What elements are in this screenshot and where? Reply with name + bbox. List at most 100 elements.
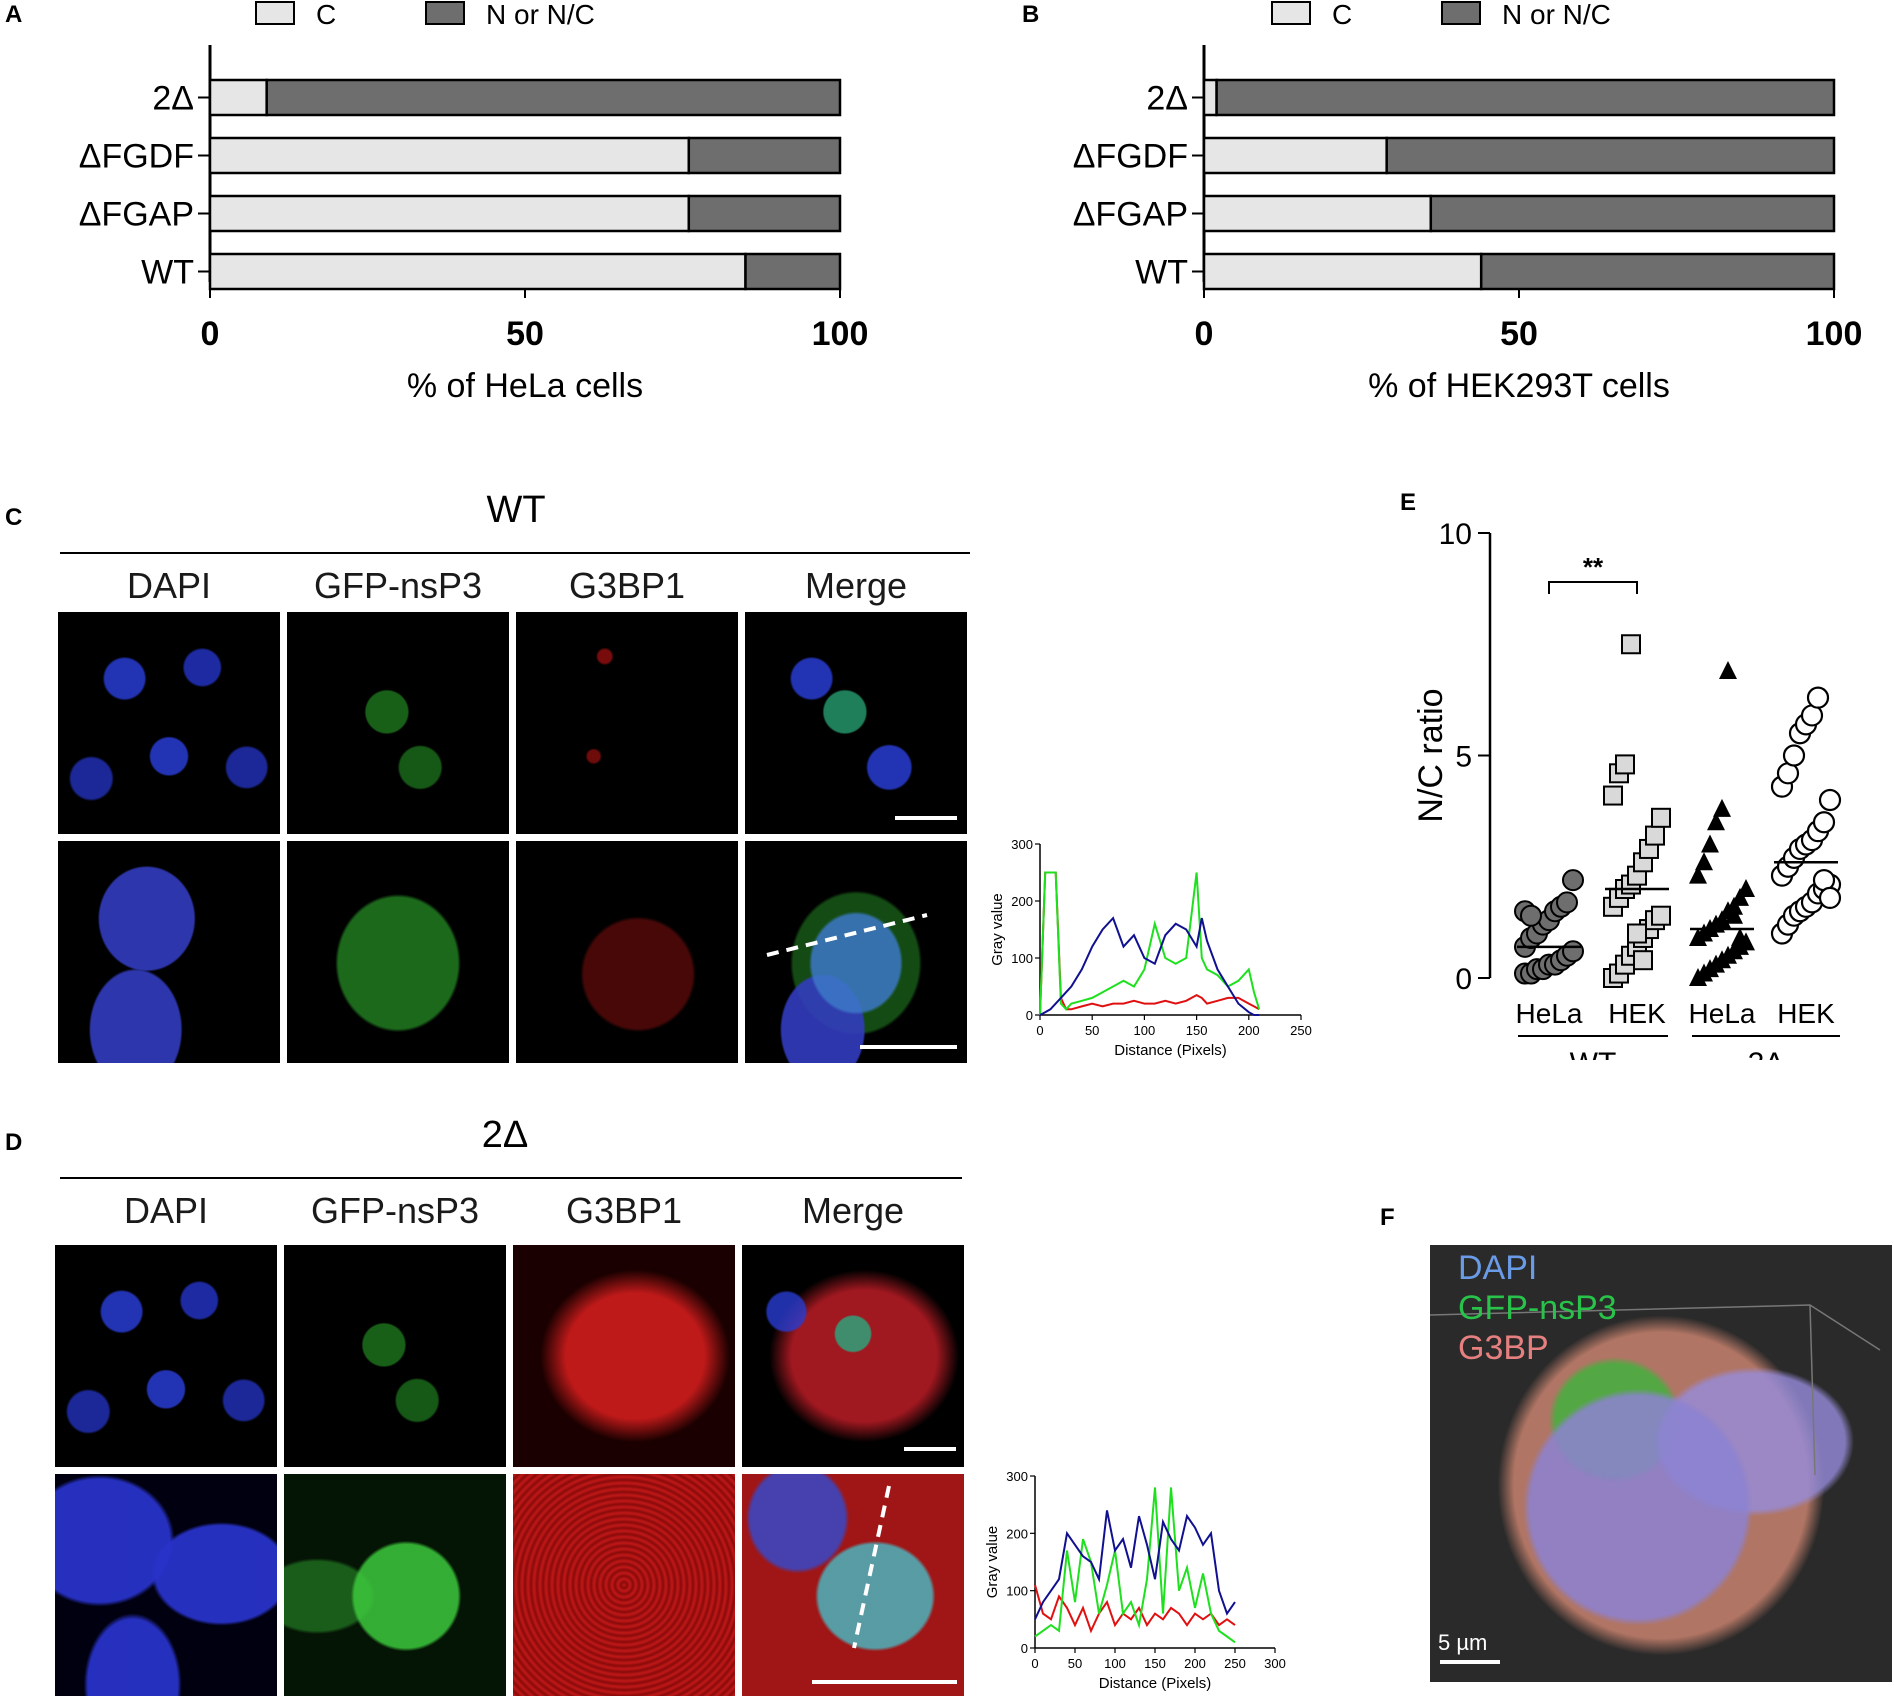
panel-d-col-g3bp1: G3BP1 (565, 1190, 683, 1231)
data-point (1633, 950, 1653, 971)
group-label-2d: 2Δ (1748, 1047, 1785, 1060)
chart-d-profile: 0 100 200 300 0 50 100 150 200 250 300 Distance (Pi… (984, 1469, 1286, 1692)
data-point (1713, 798, 1731, 817)
x-tick-label: HEK (1777, 998, 1835, 1029)
scale-bar (1440, 1660, 1500, 1664)
panel-d-gfp-zoom (284, 1474, 506, 1696)
x-tick-label: 100 (1134, 1023, 1156, 1038)
y-tick-label: WT (1135, 254, 1188, 292)
chart-c-profile: 0 100 200 300 0 50 100 150 200 250 Distance (Pixel… (989, 837, 1312, 1059)
data-point (1719, 660, 1737, 679)
bar-segment-c (1202, 252, 1483, 291)
panel-d-column-labels: DAPI GFP-nsP3 G3BP1 Merge (0, 1190, 1000, 1235)
x-axis-title: % of HeLa cells (407, 367, 643, 405)
panel-d-merge-zoom (742, 1474, 964, 1696)
line-profile-path (766, 913, 928, 957)
data-point (1562, 940, 1584, 963)
panel-d-g3bp1-zoom (513, 1474, 735, 1696)
panel-d-g3bp1-overview (513, 1245, 735, 1467)
panel-c-g3bp1-overview (516, 612, 738, 834)
panel-c-gfp-overview (287, 612, 509, 834)
panel-letter-a: A (5, 1, 22, 28)
y-tick-label: 0 (1026, 1008, 1033, 1023)
y-tick-label: 5 (1455, 741, 1472, 774)
panel-d-title: 2Δ (482, 1114, 529, 1156)
y-tick-label: 100 (1006, 1584, 1028, 1599)
panel-d-merge-overview (742, 1245, 964, 1467)
x-tick-label: 100 (1806, 315, 1863, 353)
panel-c-col-merge: Merge (804, 565, 908, 606)
panel-c-gfp-zoom (287, 841, 509, 1063)
data-point (1818, 886, 1842, 909)
x-tick-label: 50 (1500, 315, 1538, 353)
panel-c-col-dapi: DAPI (126, 565, 212, 606)
scale-bar (812, 1680, 957, 1684)
data-point (1731, 927, 1749, 946)
data-point (1812, 811, 1836, 834)
bar-segment-n (687, 194, 842, 233)
x-tick-label: 250 (1224, 1656, 1246, 1671)
x-axis-title: % of HEK293T cells (1368, 367, 1670, 405)
x-tick-label: 50 (1068, 1656, 1082, 1671)
legend-g3bp-label: G3BP (1458, 1329, 1549, 1367)
x-tick-label: 150 (1186, 1023, 1208, 1038)
bar-segment-n (1215, 78, 1836, 117)
x-tick-label: 300 (1264, 1656, 1286, 1671)
bar-segment-c (208, 252, 747, 291)
panel-c-col-gfp: GFP-nsP3 (313, 565, 483, 606)
y-tick-label: 300 (1011, 837, 1033, 852)
panel-d-col-merge: Merge (801, 1190, 905, 1231)
bar-segment-c (1202, 78, 1218, 117)
panel-letter-d: D (5, 1129, 22, 1156)
significance-bracket (1548, 580, 1638, 594)
render-box-lines (1430, 1304, 1881, 1476)
legend-gfp-label: GFP-nsP3 (1458, 1289, 1617, 1327)
y-tick-label: ΔFGDF (1073, 138, 1188, 176)
x-tick-label: 0 (1031, 1656, 1038, 1671)
significance-label: ** (1583, 552, 1604, 582)
bar-segment-n (1429, 194, 1836, 233)
panel-c-header: WT (60, 489, 970, 554)
x-axis-title: Distance (Pixels) (1114, 1042, 1227, 1059)
series-line-red (1034, 1584, 1236, 1634)
x-tick-label: 200 (1238, 1023, 1260, 1038)
data-point (1520, 904, 1542, 927)
legend-swatch-n (1441, 1, 1481, 25)
chart-a: C N or N/C 0 50 100 % of HeLa cells 2Δ ΔFGDF ΔFG… (79, 0, 869, 405)
panel-c-col-g3bp1: G3BP1 (568, 565, 686, 606)
x-tick-label: 200 (1184, 1656, 1206, 1671)
data-point (1627, 923, 1647, 944)
data-point (1707, 812, 1725, 831)
data-point (1556, 891, 1578, 914)
panel-c-merge-overview (745, 612, 967, 834)
y-tick-label: ΔFGAP (1073, 196, 1188, 234)
panel-c-merge-zoom (745, 841, 967, 1063)
x-tick-label: 150 (1144, 1656, 1166, 1671)
data-point (1737, 879, 1755, 897)
y-tick-label: 2Δ (1146, 80, 1188, 118)
x-tick-label: 100 (812, 315, 869, 353)
legend-label-c: C (1332, 0, 1352, 30)
legend-swatch-c (255, 1, 295, 25)
y-tick-label: 10 (1439, 518, 1472, 551)
series-line-blue (1039, 916, 1260, 1016)
panel-d-gfp-overview (284, 1245, 506, 1467)
data-point (1645, 825, 1665, 846)
line-profile-path (852, 1485, 891, 1649)
chart-b: C N or N/C 0 50 100 % of HEK293T cells 2Δ ΔFGDF… (1073, 0, 1863, 405)
scale-bar (860, 1045, 957, 1049)
panel-d-dapi-zoom (55, 1474, 277, 1696)
panel-letter-f: F (1380, 1204, 1395, 1231)
data-point (1701, 834, 1719, 853)
panel-d-header: 2Δ (60, 1114, 962, 1179)
scale-bar (895, 816, 957, 820)
series-line-blue (1034, 1510, 1236, 1620)
legend-swatch-c (1271, 1, 1311, 25)
y-tick-label: ΔFGAP (79, 196, 194, 234)
data-point (1621, 634, 1641, 655)
data-point (1818, 788, 1842, 812)
bar-segment-c (1202, 194, 1433, 233)
panel-letter-c: C (5, 504, 22, 531)
y-axis-title: N/C ratio (1412, 688, 1450, 822)
